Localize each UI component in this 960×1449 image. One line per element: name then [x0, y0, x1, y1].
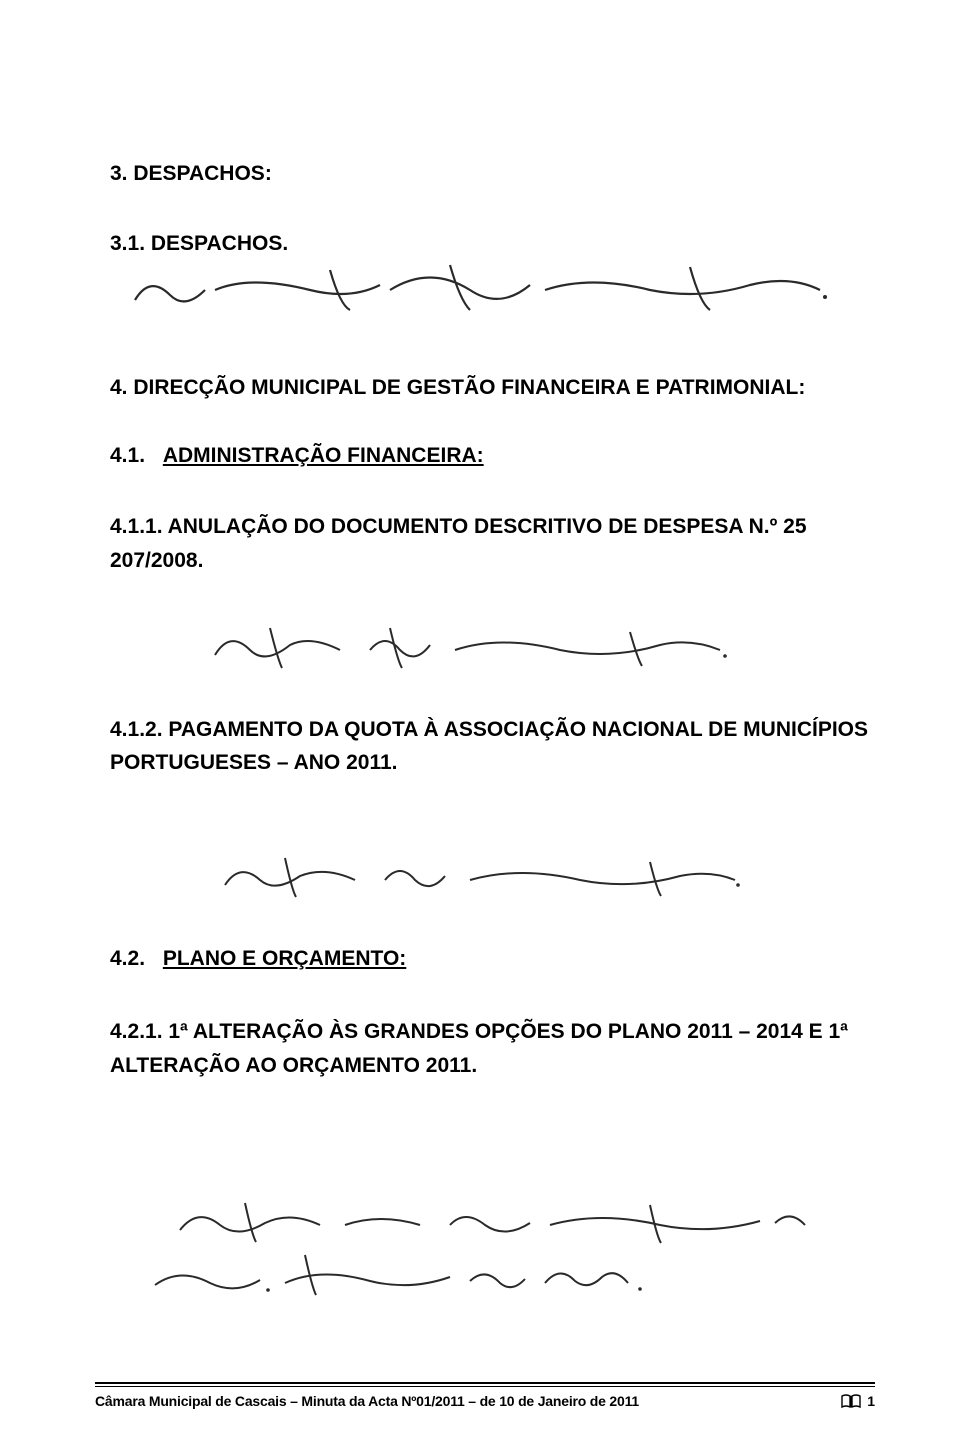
- book-icon: [841, 1394, 861, 1408]
- item-4-1-2-line-b: PORTUGUESES – ANO 2011.: [110, 746, 875, 780]
- document-page: 3. DESPACHOS: 3.1. DESPACHOS. 4. DIRECÇÃ…: [0, 0, 960, 1449]
- footer-rule-top: [95, 1382, 875, 1384]
- item-4-2-1-line-b: ALTERAÇÃO AO ORÇAMENTO 2011.: [110, 1049, 875, 1083]
- section-4-1-text: ADMINISTRAÇÃO FINANCEIRA:: [163, 444, 484, 467]
- page-footer: Câmara Municipal de Cascais – Minuta da …: [95, 1382, 875, 1409]
- handwriting-note-1: [130, 255, 830, 325]
- section-4-2-label: 4.2.: [110, 947, 145, 970]
- handwriting-note-3: [220, 850, 740, 905]
- footer-rule-bottom: [95, 1386, 875, 1387]
- section-4-1-label: 4.1.: [110, 444, 145, 467]
- section-4-2: 4.2. PLANO E ORÇAMENTO:: [110, 945, 875, 973]
- section-3-title: 3. DESPACHOS:: [110, 160, 875, 188]
- section-4-1: 4.1. ADMINISTRAÇÃO FINANCEIRA:: [110, 442, 875, 470]
- item-4-1-1-line-a: 4.1.1. ANULAÇÃO DO DOCUMENTO DESCRITIVO …: [110, 510, 875, 544]
- section-4-2-text: PLANO E ORÇAMENTO:: [163, 947, 406, 970]
- section-4-title: 4. DIRECÇÃO MUNICIPAL DE GESTÃO FINANCEI…: [110, 374, 875, 402]
- handwriting-note-2: [210, 620, 730, 675]
- item-4-1-2-line-a: 4.1.2. PAGAMENTO DA QUOTA À ASSOCIAÇÃO N…: [110, 713, 875, 747]
- item-4-2-1-line-a: 4.2.1. 1ª ALTERAÇÃO ÀS GRANDES OPÇÕES DO…: [110, 1015, 875, 1049]
- handwriting-note-4: [150, 1195, 810, 1315]
- item-4-1-1-line-b: 207/2008.: [110, 544, 875, 578]
- footer-page-number: 1: [867, 1393, 875, 1409]
- footer-text: Câmara Municipal de Cascais – Minuta da …: [95, 1393, 639, 1409]
